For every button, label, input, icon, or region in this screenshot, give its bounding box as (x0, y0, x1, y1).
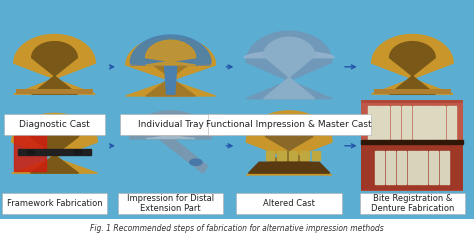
Polygon shape (391, 106, 400, 139)
Polygon shape (277, 151, 286, 160)
Bar (361, 144, 463, 190)
Bar (208, 114, 371, 135)
Polygon shape (386, 151, 395, 184)
Bar (4, 21, 105, 112)
Bar (359, 193, 465, 214)
Polygon shape (368, 106, 378, 139)
Text: Functional Impression & Master Cast: Functional Impression & Master Cast (206, 120, 372, 129)
Polygon shape (424, 106, 434, 139)
Polygon shape (12, 113, 97, 173)
Polygon shape (375, 151, 384, 184)
Bar (2, 193, 107, 214)
Polygon shape (130, 35, 211, 65)
Text: Impression for Distal
Extension Part: Impression for Distal Extension Part (127, 194, 214, 213)
Polygon shape (158, 133, 207, 173)
Polygon shape (246, 111, 332, 175)
Text: Fig. 1 Recommended steps of fabrication for alternative impression methods: Fig. 1 Recommended steps of fabrication … (90, 224, 384, 233)
Polygon shape (126, 37, 216, 96)
Polygon shape (300, 151, 309, 160)
Bar (119, 21, 222, 112)
Polygon shape (397, 151, 406, 184)
Polygon shape (246, 31, 332, 99)
Polygon shape (146, 118, 195, 139)
Polygon shape (312, 151, 320, 160)
Bar (119, 114, 222, 135)
Polygon shape (265, 120, 313, 164)
Polygon shape (379, 106, 389, 139)
Polygon shape (408, 151, 417, 184)
Polygon shape (164, 65, 177, 94)
Bar (236, 193, 342, 214)
Text: Altered Cast: Altered Cast (263, 199, 315, 208)
Bar (361, 103, 463, 141)
Polygon shape (14, 135, 46, 171)
Bar (374, 89, 451, 94)
Bar (238, 21, 340, 112)
Polygon shape (146, 44, 195, 96)
Polygon shape (264, 37, 315, 99)
Polygon shape (30, 121, 79, 173)
Polygon shape (440, 151, 449, 184)
Bar (16, 89, 93, 94)
Bar (119, 100, 222, 191)
Polygon shape (419, 151, 428, 184)
Bar (4, 114, 105, 135)
Text: Individual Tray: Individual Tray (138, 120, 203, 129)
Bar (4, 100, 105, 191)
Polygon shape (146, 40, 196, 65)
Text: Framework Fabrication: Framework Fabrication (7, 199, 102, 208)
Text: Diagnostic Cast: Diagnostic Cast (19, 120, 90, 129)
Polygon shape (130, 111, 211, 139)
Bar (361, 21, 463, 112)
Polygon shape (447, 106, 456, 139)
Circle shape (27, 150, 35, 154)
Polygon shape (435, 106, 445, 139)
Polygon shape (429, 151, 438, 184)
Polygon shape (18, 149, 91, 155)
Bar (238, 100, 340, 191)
Polygon shape (32, 42, 77, 94)
Text: Bite Registration &
Denture Fabrication: Bite Registration & Denture Fabrication (371, 194, 454, 213)
Bar (118, 193, 224, 214)
Polygon shape (14, 35, 95, 94)
Polygon shape (413, 106, 423, 139)
Polygon shape (248, 162, 330, 173)
Bar (361, 100, 463, 191)
Polygon shape (390, 42, 435, 94)
Polygon shape (244, 51, 334, 58)
Circle shape (74, 150, 82, 154)
Polygon shape (372, 35, 453, 94)
Polygon shape (361, 140, 464, 144)
Circle shape (190, 159, 202, 165)
Polygon shape (265, 151, 274, 160)
Polygon shape (289, 151, 297, 160)
Polygon shape (402, 106, 411, 139)
